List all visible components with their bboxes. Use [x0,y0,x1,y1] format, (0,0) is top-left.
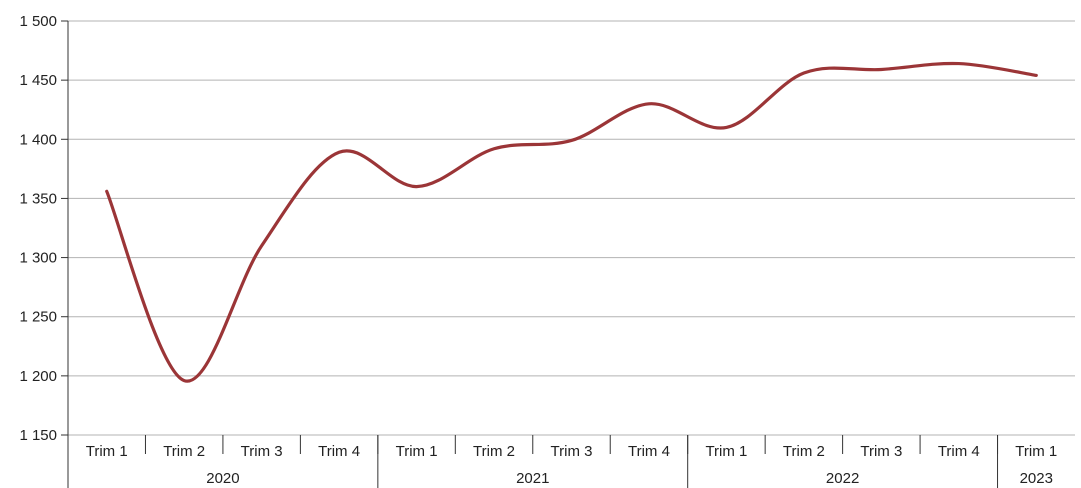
x-category-label: Trim 3 [860,443,902,460]
x-year-label: 2022 [826,470,859,487]
x-category-label: Trim 1 [1015,443,1057,460]
x-category-label: Trim 2 [163,443,205,460]
y-tick-label: 1 450 [19,72,57,89]
x-category-label: Trim 3 [241,443,283,460]
x-category-label: Trim 4 [938,443,980,460]
series-line [105,61,1038,383]
y-tick-label: 1 350 [19,190,57,207]
x-category-label: Trim 1 [705,443,747,460]
x-category-label: Trim 2 [473,443,515,460]
x-category-label: Trim 3 [551,443,593,460]
y-tick-label: 1 250 [19,309,57,326]
y-tick-label: 1 200 [19,368,57,385]
x-category-label: Trim 1 [396,443,438,460]
x-axis: Trim 1 Trim 2 Trim 3 Trim 4 Trim 1 Trim 2 Trim… [86,435,1057,488]
x-year-label: 2023 [1020,470,1053,487]
x-category-label: Trim 4 [628,443,670,460]
y-tick-label: 1 300 [19,250,57,267]
x-year-label: 2020 [206,470,239,487]
x-category-label: Trim 2 [783,443,825,460]
x-year-label: 2021 [516,470,549,487]
gridlines [68,20,1075,436]
y-axis: 1 150 1 200 1 250 1 300 1 350 1 400 1 450 1 500 [19,13,69,488]
x-category-label: Trim 4 [318,443,360,460]
y-tick-label: 1 400 [19,131,57,148]
y-tick-label: 1 150 [19,427,57,444]
series-line-group [105,61,1038,383]
x-category-label: Trim 1 [86,443,128,460]
y-tick-label: 1 500 [19,13,57,30]
